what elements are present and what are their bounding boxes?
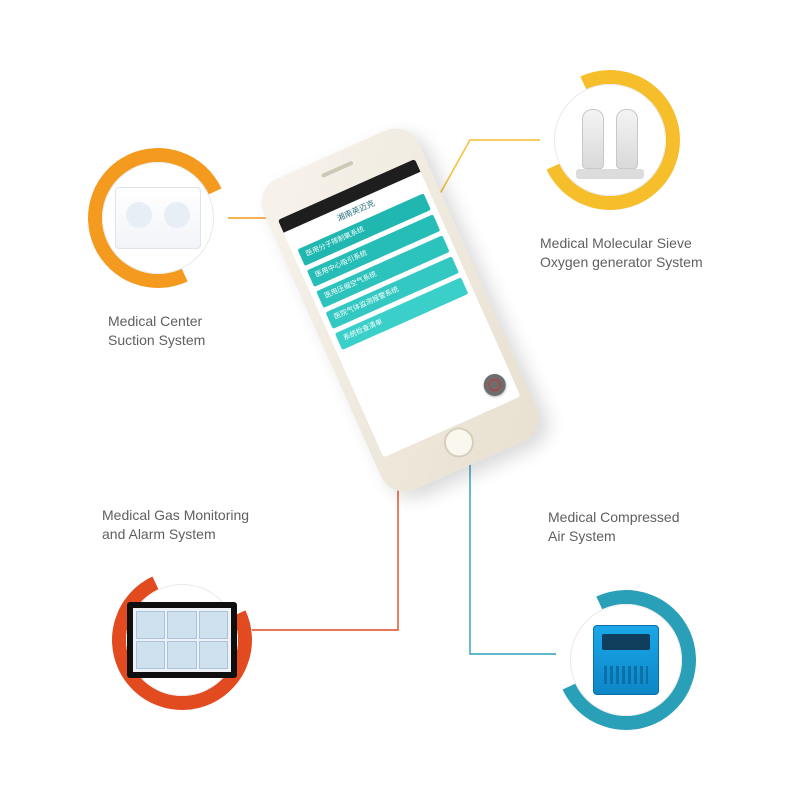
label-monitor-line2: and Alarm System <box>102 526 216 542</box>
label-oxygen-line2: Oxygen generator System <box>540 254 703 270</box>
phone-screen: 湘南英迈克 医用分子筛制氧系统 医用中心吸引系统 医用压缩空气系统 医院气体监测… <box>278 159 521 458</box>
phone-body: 湘南英迈克 医用分子筛制氧系统 医用中心吸引系统 医用压缩空气系统 医院气体监测… <box>253 120 547 500</box>
label-suction-line2: Suction System <box>108 332 205 348</box>
inner-air <box>570 604 682 716</box>
label-oxygen: Medical Molecular Sieve Oxygen generator… <box>540 234 703 272</box>
fab-button[interactable] <box>480 370 509 399</box>
equipment-oxygen-icon <box>570 101 650 179</box>
label-air-line1: Medical Compressed <box>548 509 680 525</box>
ring-suction <box>68 128 247 307</box>
diagram-root: 湘南英迈克 医用分子筛制氧系统 医用中心吸引系统 医用压缩空气系统 医院气体监测… <box>0 0 800 800</box>
equipment-suction-icon <box>115 187 201 249</box>
equipment-monitor-icon <box>127 602 237 678</box>
ring-monitor <box>92 550 271 729</box>
node-monitor <box>112 570 252 710</box>
inner-oxygen <box>554 84 666 196</box>
ring-air <box>536 570 715 749</box>
label-monitor-line1: Medical Gas Monitoring <box>102 507 249 523</box>
inner-monitor <box>126 584 238 696</box>
label-air-line2: Air System <box>548 528 616 544</box>
label-suction: Medical Center Suction System <box>108 312 205 350</box>
label-monitor: Medical Gas Monitoring and Alarm System <box>102 506 249 544</box>
node-air <box>556 590 696 730</box>
node-oxygen <box>540 70 680 210</box>
label-air: Medical Compressed Air System <box>548 508 680 546</box>
inner-suction <box>102 162 214 274</box>
equipment-air-icon <box>593 625 659 695</box>
node-suction <box>88 148 228 288</box>
label-suction-line1: Medical Center <box>108 313 202 329</box>
phone: 湘南英迈克 医用分子筛制氧系统 医用中心吸引系统 医用压缩空气系统 医院气体监测… <box>253 120 547 500</box>
label-oxygen-line1: Medical Molecular Sieve <box>540 235 692 251</box>
ring-oxygen <box>520 50 699 229</box>
